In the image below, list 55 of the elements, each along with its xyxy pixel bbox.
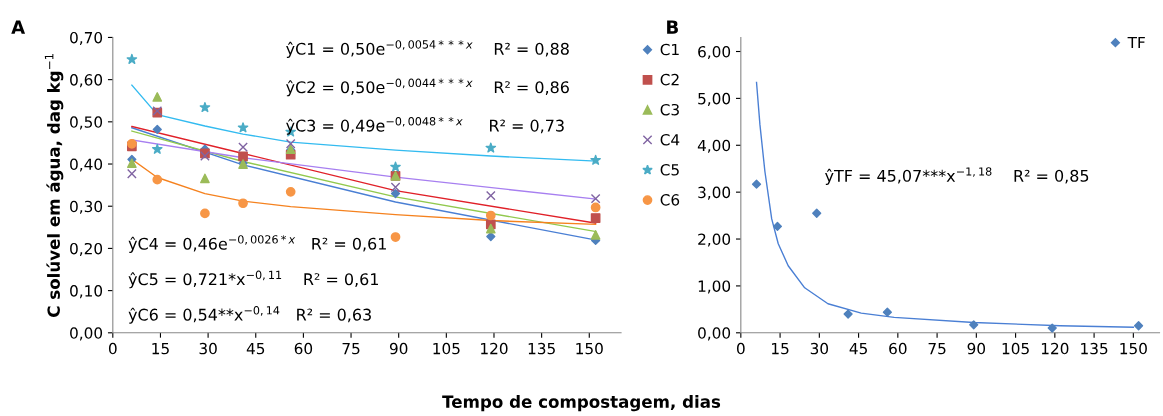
text: ŷC1 = 0,50e$^{−0,0054***x}$ R² = 0,88 (286, 40, 569, 58)
x-tick-label: 90 (389, 342, 408, 355)
y-tick-label: 0,60 (70, 74, 103, 88)
x-tick-label: 45 (246, 342, 265, 355)
x-tick-label: 90 (967, 342, 986, 355)
y-tick-label: 0,00 (698, 327, 731, 341)
y-tick-label: 0,20 (70, 242, 103, 256)
legend-label: C5 (660, 164, 679, 176)
x-tick-label: 60 (294, 342, 313, 355)
x-tick-label: 60 (889, 342, 907, 355)
text: ŷC2 = 0,50e$^{−0,0044***x}$ R² = 0,86 (286, 78, 569, 97)
x-tick-label: 75 (928, 342, 946, 355)
text: ŷC6 = 0,54**x$^{−0,14}$ R² = 0,63 (128, 306, 371, 324)
y-tick-label: 0,30 (70, 200, 103, 214)
legend-label: C6 (660, 194, 680, 206)
x-tick-label: 120 (481, 342, 508, 355)
x-axis-title: Tempo de compostagem, dias (442, 395, 721, 412)
legend-label: C2 (660, 73, 679, 86)
x-tick-label: 0 (736, 342, 745, 355)
text: ŷC5 = 0,721*x$^{−0,11}$ R² = 0,61 (128, 270, 378, 289)
x-tick-label: 0 (108, 342, 117, 355)
chart-title: B (667, 20, 678, 34)
legend-label: C3 (660, 103, 679, 116)
x-tick-label: 135 (528, 342, 555, 355)
x-tick-label: 150 (576, 342, 603, 355)
y-tick-label: 5,00 (698, 92, 731, 106)
legend-label: C1 (660, 43, 679, 56)
x-tick-label: 105 (433, 342, 460, 355)
x-tick-label: 30 (199, 342, 217, 355)
x-tick-label: 30 (810, 342, 829, 355)
y-axis-title: C solúvel em água, dag kg$^{−1}$ (44, 54, 64, 317)
x-tick-label: 15 (772, 342, 789, 355)
y-tick-label: 0,00 (70, 327, 103, 341)
y-tick-label: 4,00 (697, 139, 731, 153)
y-tick-label: 2,00 (698, 233, 731, 247)
x-tick-label: 45 (849, 342, 867, 355)
x-tick-label: 120 (1041, 342, 1069, 355)
x-tick-label: 15 (152, 342, 169, 355)
x-tick-label: 75 (342, 342, 360, 355)
text: ŷTF = 45,07***x$^{−1,18}$ R² = 0,85 (825, 167, 1089, 185)
x-tick-label: 150 (1120, 342, 1147, 355)
y-tick-label: 0,40 (70, 158, 103, 172)
text: ŷC4 = 0,46e$^{−0,0026*x}$ R² = 0,61 (128, 235, 386, 253)
chart-title: A (11, 20, 26, 34)
y-tick-label: 3,00 (698, 186, 731, 200)
legend-label: TF (1127, 36, 1145, 49)
y-tick-label: 6,00 (698, 45, 731, 60)
y-tick-label: 1,00 (698, 280, 731, 294)
y-tick-label: 0,50 (70, 116, 103, 130)
y-tick-label: 0,70 (70, 31, 103, 46)
text: ŷC3 = 0,49e$^{−0,0048**x}$ R² = 0,73 (286, 117, 564, 135)
x-tick-label: 135 (1081, 342, 1108, 355)
y-tick-label: 0,10 (70, 285, 103, 299)
x-tick-label: 105 (1002, 342, 1029, 355)
legend-label: C4 (660, 133, 680, 146)
